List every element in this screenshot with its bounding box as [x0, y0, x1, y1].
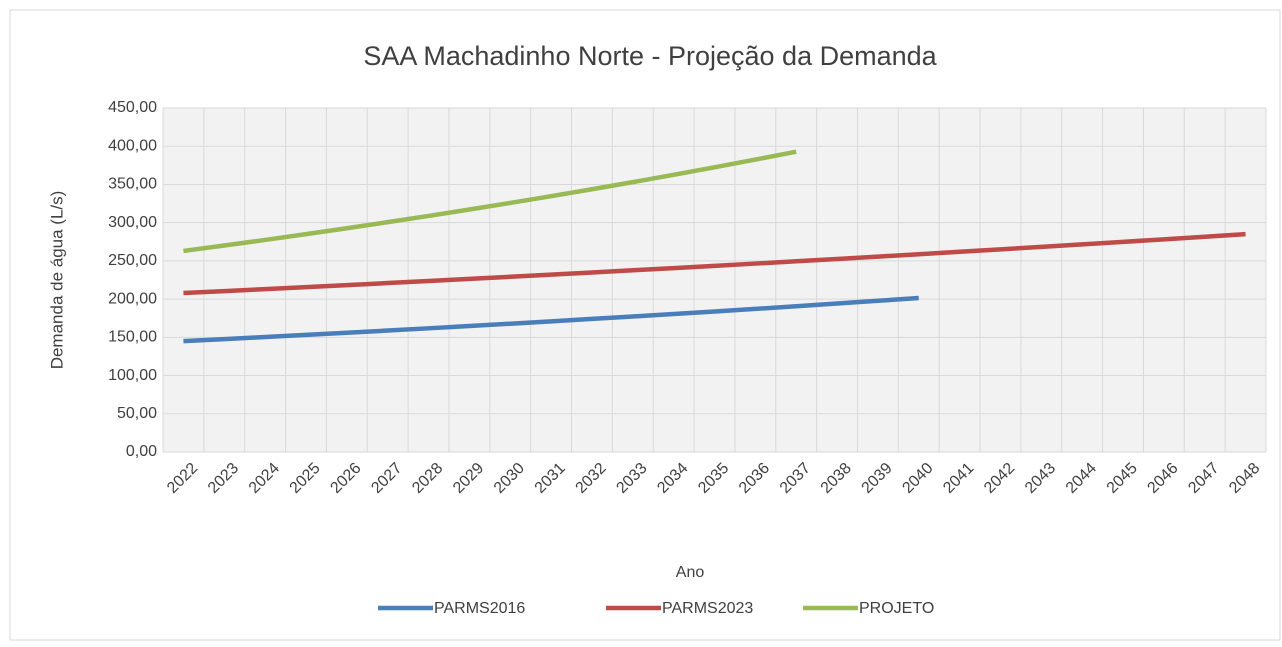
y-tick-label: 400,00	[108, 137, 157, 154]
series-line	[183, 295, 919, 344]
y-tick-label: 0,00	[126, 443, 157, 460]
y-tick-label: 350,00	[108, 176, 157, 193]
plot-area	[163, 108, 1266, 452]
y-tick-label: 300,00	[108, 214, 157, 231]
series-line	[183, 231, 1246, 296]
legend-label: PARMS2023	[662, 600, 753, 617]
legend-label: PROJETO	[859, 600, 934, 617]
y-tick-label: 100,00	[108, 367, 157, 384]
y-tick-label: 450,00	[108, 99, 157, 116]
y-tick-label: 250,00	[108, 252, 157, 269]
y-tick-label: 50,00	[117, 405, 157, 422]
y-tick-label: 150,00	[108, 329, 157, 346]
series-line	[183, 149, 797, 254]
y-axis-label: Demanda de água (L/s)	[47, 191, 66, 370]
legend-label: PARMS2016	[434, 600, 525, 617]
x-axis-label: Ano	[676, 564, 705, 581]
chart-title: SAA Machadinho Norte - Projeção da Deman…	[363, 41, 937, 71]
y-tick-label: 200,00	[108, 290, 157, 307]
